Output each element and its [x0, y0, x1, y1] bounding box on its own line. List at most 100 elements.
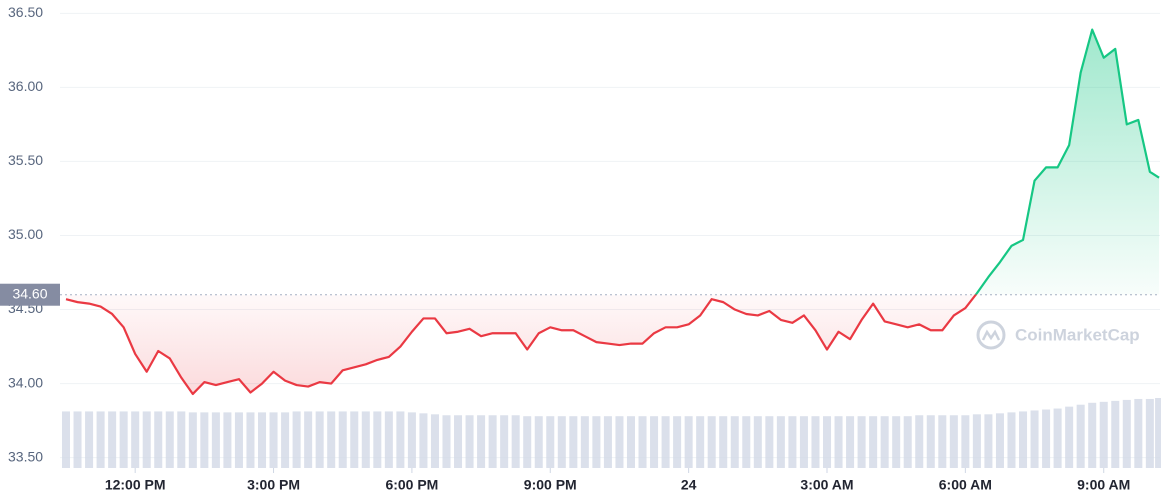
volume-bar [361, 411, 370, 468]
volume-bar [1007, 412, 1016, 468]
volume-bar [338, 411, 347, 468]
volume-bar [73, 411, 82, 468]
volume-bar [1145, 398, 1154, 468]
y-tick-label: 35.50 [8, 152, 43, 168]
price-line [65, 28, 1160, 396]
volume-bar [85, 411, 94, 468]
volume-bar [500, 415, 509, 468]
volume-bar [350, 411, 359, 468]
volume-bar [96, 411, 105, 468]
volume-bar [1099, 401, 1108, 468]
volume-bar [430, 414, 439, 468]
volume-bar [165, 411, 174, 468]
volume-bar [707, 416, 716, 468]
volume-bar [523, 416, 532, 468]
volume-bar [753, 416, 762, 468]
area-fill [65, 29, 1160, 394]
volume-bar [938, 415, 947, 468]
volume-bar [661, 416, 670, 468]
volume-bar [142, 411, 151, 468]
volume-bar [569, 416, 578, 468]
volume-bar [1088, 402, 1097, 468]
volume-bar [200, 412, 209, 468]
volume-bar [696, 416, 705, 468]
volume-bar [108, 411, 117, 468]
volume-bar [822, 416, 832, 468]
volume-bar [1019, 411, 1028, 468]
volume-bar [1076, 404, 1085, 468]
volume-bar [131, 411, 140, 468]
volume-bar [327, 411, 336, 468]
volume-bar [834, 416, 843, 468]
volume-bar [638, 416, 647, 468]
volume-bar [603, 416, 612, 468]
volume-bar [557, 416, 566, 468]
watermark: CoinMarketCap [976, 320, 1140, 350]
baseline-label-box [0, 283, 60, 306]
volume-bar [1122, 399, 1131, 468]
x-tick-label: 9:00 PM [524, 477, 577, 493]
volume-bar [419, 413, 428, 468]
volume-bar [615, 416, 624, 468]
volume-bar [650, 416, 659, 468]
volume-bar [719, 416, 728, 468]
volume-bar [223, 412, 232, 468]
volume-bar [592, 416, 601, 468]
volume-bar [1111, 400, 1120, 468]
volume-bar [234, 412, 243, 468]
x-tick-label: 6:00 AM [939, 477, 992, 493]
x-tick-label: 3:00 PM [247, 477, 300, 493]
volume-bar [315, 411, 324, 468]
volume-bar [1042, 409, 1051, 468]
volume-bar [880, 416, 889, 468]
volume-bar [534, 416, 543, 468]
volume-bar [488, 415, 497, 468]
y-tick-label: 35.00 [8, 226, 43, 242]
volume-bar [799, 416, 808, 468]
volume-bar [730, 416, 739, 468]
volume-bar [1030, 410, 1039, 468]
volume-bar [546, 416, 555, 468]
volume-bar [454, 415, 463, 468]
volume-bar [869, 416, 878, 468]
volume-bar [580, 416, 589, 468]
volume-bar [926, 415, 935, 468]
volume-bar [154, 411, 163, 468]
volume-bar [465, 415, 474, 468]
volume-bar [972, 414, 981, 468]
volume-bar [119, 411, 128, 468]
volume-bar [188, 412, 197, 468]
volume-bar [1134, 398, 1143, 468]
volume-bar [177, 411, 186, 468]
volume-bar [373, 411, 382, 468]
x-tick-label: 6:00 PM [385, 477, 438, 493]
volume-bar [626, 416, 635, 468]
volume-bar [949, 415, 958, 468]
volume-bar [1065, 406, 1074, 468]
y-tick-label: 36.00 [8, 78, 43, 94]
watermark-text: CoinMarketCap [1015, 325, 1140, 344]
volume-bar [281, 412, 290, 468]
volume-bar [765, 416, 774, 468]
volume-bar [211, 412, 220, 468]
volume-bar [673, 416, 682, 468]
volume-bar [776, 416, 785, 468]
volume-bar [892, 416, 901, 468]
volume-bar [788, 416, 797, 468]
volume-bar [984, 414, 993, 468]
baseline-label: 34.60 [12, 285, 47, 301]
volume-bar [407, 412, 416, 468]
volume-bar [61, 411, 71, 468]
volume-bar [304, 411, 313, 468]
x-tick-label: 24 [681, 477, 697, 493]
volume-bar [477, 415, 486, 468]
volume-bar [442, 415, 451, 468]
x-tick-label: 12:00 PM [105, 477, 166, 493]
volume-bar [269, 412, 278, 468]
volume-bar [903, 416, 912, 468]
volume-bar [396, 411, 405, 468]
volume-bar [811, 416, 820, 468]
x-tick-label: 3:00 AM [800, 477, 853, 493]
volume-bar [246, 412, 255, 468]
